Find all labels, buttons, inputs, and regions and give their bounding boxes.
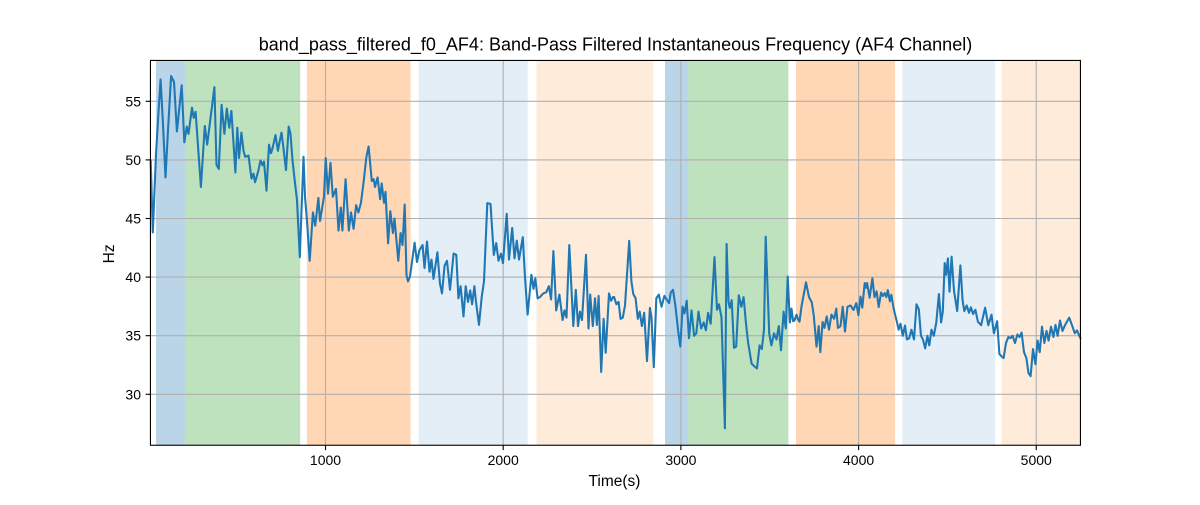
svg-text:40: 40 — [125, 269, 141, 285]
svg-text:45: 45 — [125, 211, 141, 227]
svg-text:30: 30 — [125, 386, 141, 402]
svg-text:Hz: Hz — [101, 244, 118, 263]
svg-text:35: 35 — [125, 328, 141, 344]
svg-text:band_pass_filtered_f0_AF4: Ban: band_pass_filtered_f0_AF4: Band-Pass Fil… — [259, 34, 972, 55]
svg-text:3000: 3000 — [665, 452, 696, 468]
svg-text:2000: 2000 — [488, 452, 519, 468]
svg-text:1000: 1000 — [310, 452, 341, 468]
svg-text:55: 55 — [125, 93, 141, 109]
svg-text:Time(s): Time(s) — [589, 473, 641, 490]
svg-text:50: 50 — [125, 152, 141, 168]
svg-text:5000: 5000 — [1021, 452, 1052, 468]
svg-text:4000: 4000 — [843, 452, 874, 468]
